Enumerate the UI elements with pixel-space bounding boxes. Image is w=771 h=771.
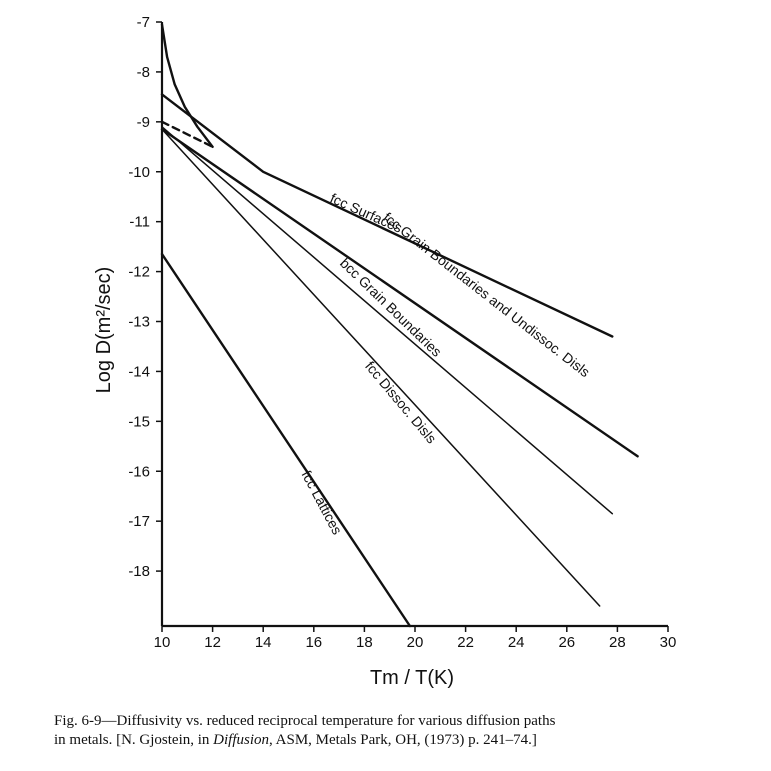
y-axis-ticks: -7 -8 -9 -10 -11 -12 -13 -14 -15 -16 -17 -18	[128, 14, 162, 580]
x-tick-label: 26	[558, 634, 575, 651]
x-axis-label: Tm / T(K)	[370, 667, 454, 689]
series-line-fcc-grain-boundaries-and-undissoc-disls	[160, 128, 639, 458]
x-tick-label: 18	[356, 634, 373, 651]
y-tick-label: -18	[128, 563, 150, 580]
series-label-fcc-lattices: fcc Lattices	[298, 468, 345, 537]
y-tick-label: -12	[128, 264, 150, 281]
x-tick-label: 30	[660, 634, 677, 651]
x-tick-label: 10	[154, 634, 171, 651]
y-tick-label: -9	[137, 114, 150, 131]
caption-line-1: Fig. 6-9—Diffusivity vs. reduced recipro…	[54, 713, 556, 729]
figure-caption: Fig. 6-9—Diffusivity vs. reduced recipro…	[54, 712, 754, 750]
y-tick-label: -11	[129, 214, 150, 231]
x-axis-ticks: 10 12 14 16 18 20 22 24 26 28 30	[154, 626, 677, 651]
y-axis-label: Log D(m²/sec)	[93, 267, 115, 394]
series-label-fcc-dissoc-disls: fcc Dissoc. Disls	[362, 358, 440, 446]
y-tick-label: -10	[128, 164, 150, 181]
series-label-bcc-grain-boundaries: bcc Grain Boundaries	[337, 255, 445, 360]
y-tick-label: -17	[128, 513, 150, 530]
diffusivity-chart: 10 12 14 16 18 20 22 24 26 28 30 -7 -8 -9 -10 -11 -12 -1…	[93, 14, 677, 689]
x-tick-label: 20	[407, 634, 424, 651]
caption-book-title: Diffusion	[213, 732, 269, 748]
caption-line-2-start: in metals. [N. Gjostein, in	[54, 732, 210, 748]
series-line-curve-6	[160, 120, 214, 149]
series-line-curve-5	[160, 23, 214, 149]
data-lines	[160, 23, 639, 628]
series-line-bcc-grain-boundaries	[161, 126, 614, 515]
x-tick-label: 16	[305, 634, 322, 651]
series-line-fcc-dissoc-disls	[161, 128, 601, 607]
y-tick-label: -15	[128, 413, 150, 430]
caption-line-2-end: , ASM, Metals Park, OH, (1973) p. 241–74…	[269, 732, 537, 748]
x-tick-label: 22	[457, 634, 474, 651]
series-line-fcc-surfaces	[160, 93, 614, 338]
x-tick-label: 12	[204, 634, 221, 651]
x-tick-label: 14	[255, 634, 272, 651]
y-tick-label: -8	[137, 64, 150, 81]
x-tick-label: 24	[508, 634, 525, 651]
x-tick-label: 28	[609, 634, 626, 651]
series-label-fcc-grain-boundaries-and-undissoc-disls: fcc Grain Boundaries and Undissoc. Disls	[380, 209, 593, 380]
y-tick-label: -14	[128, 363, 150, 380]
series-line-fcc-lattices	[160, 252, 412, 628]
y-tick-label: -13	[128, 314, 150, 331]
y-tick-label: -16	[128, 463, 150, 480]
y-tick-label: -7	[137, 14, 150, 31]
